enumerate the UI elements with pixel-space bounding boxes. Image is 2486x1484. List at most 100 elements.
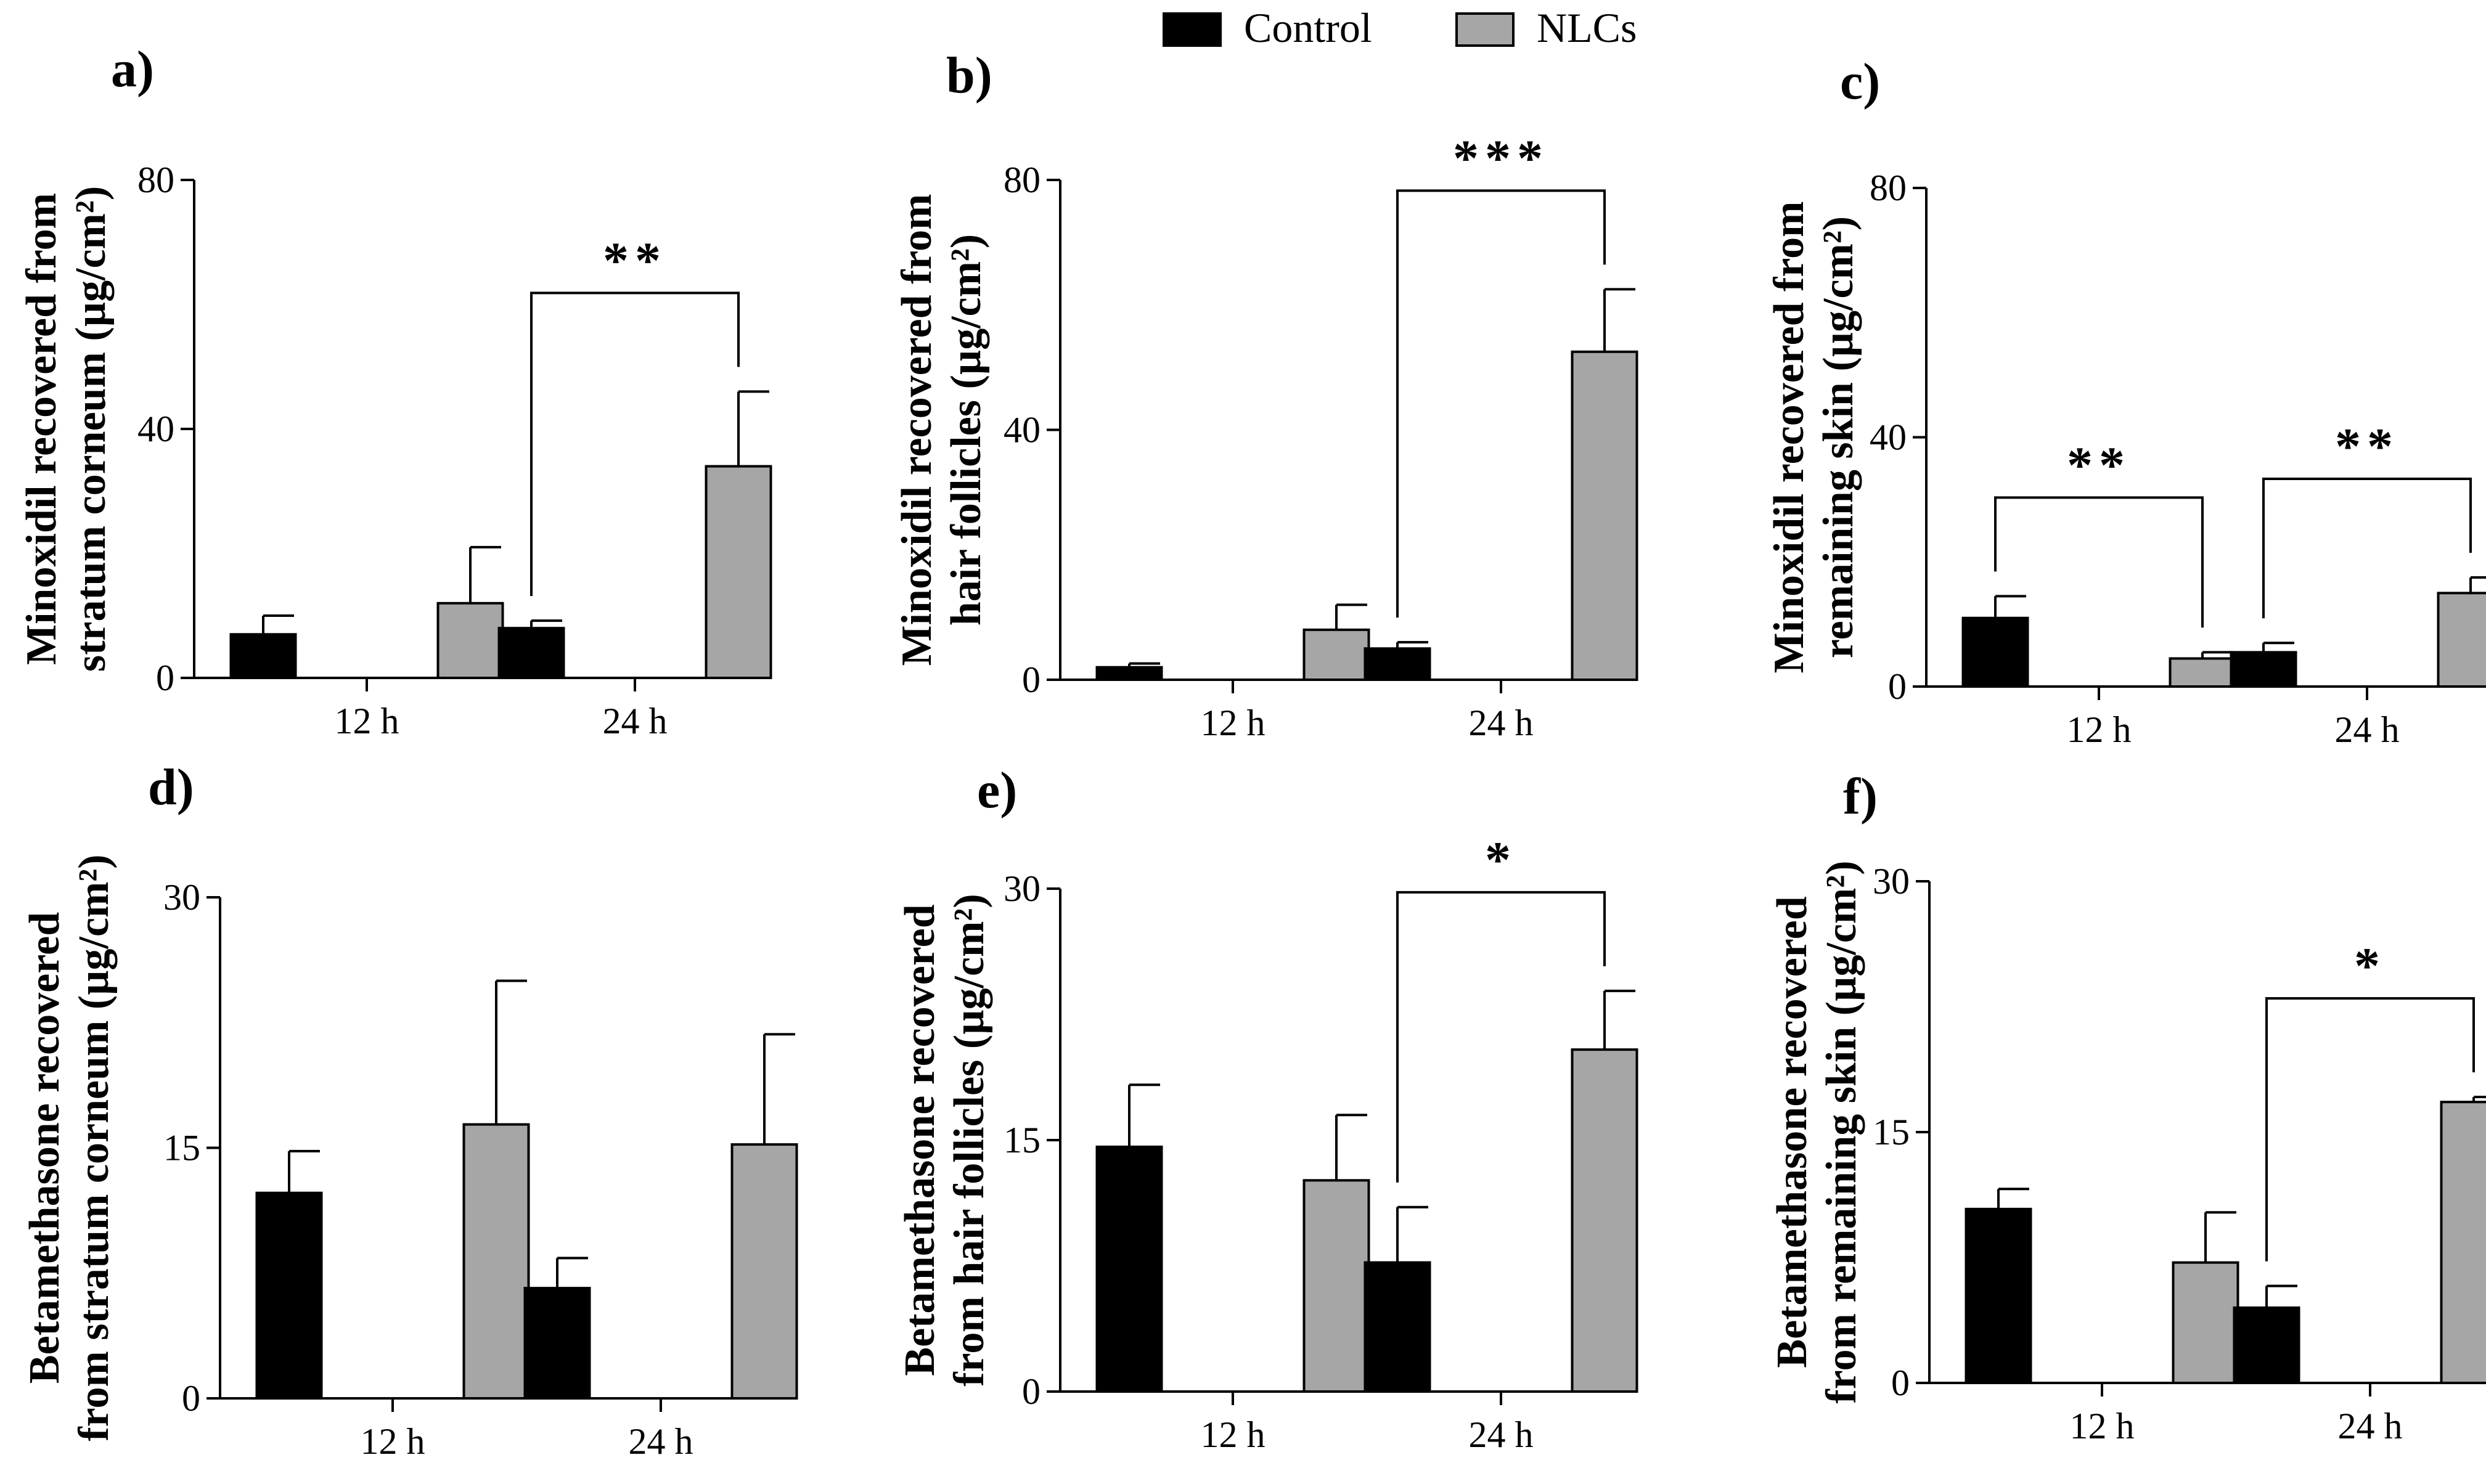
chart-panel-5: e) Betamethasone recoveredfrom hair folli…	[896, 762, 1638, 1455]
bar-control-12h	[1961, 616, 2029, 688]
bar-nlcs-12h	[1302, 628, 1370, 682]
y-tick-label: 0	[1891, 1363, 1910, 1403]
bar-control-12h	[255, 1191, 323, 1400]
y-tick-label: 80	[1004, 160, 1041, 200]
y-tick-label: 40	[1004, 410, 1041, 450]
bar-nlcs-12h	[2169, 657, 2236, 688]
significance-bracket	[2262, 478, 2472, 619]
legend: Control NLCs	[1163, 4, 1637, 51]
y-tick-label: 30	[1873, 861, 1910, 902]
bar-nlcs-24h	[1571, 350, 1638, 681]
y-axis-label: Minoxidil recovered fromstratum corneum …	[18, 186, 115, 672]
legend-swatch-control	[1163, 12, 1222, 47]
bar-control-12h	[1095, 666, 1163, 681]
y-tick-label: 15	[1873, 1112, 1910, 1152]
panel-label: c)	[1840, 53, 1880, 110]
y-axis-label-line-1: Betamethasone recovered	[21, 912, 68, 1384]
panel-label: d)	[148, 759, 194, 816]
y-tick-label: 30	[163, 877, 200, 918]
bar-control-24h	[497, 627, 565, 680]
bar-nlcs-24h	[705, 465, 772, 679]
significance-label: ***	[1453, 129, 1549, 187]
legend-label-control: Control	[1244, 4, 1372, 51]
y-axis-label-line-1: Minoxidil recovered from	[18, 193, 65, 665]
significance-bracket	[1396, 891, 1606, 1183]
y-tick-label: 80	[1870, 168, 1907, 208]
y-axis-label: Betamethasone recoveredfrom hair follicl…	[896, 894, 993, 1386]
x-tick-label: 24 h	[1469, 703, 1534, 743]
bar-nlcs-12h	[436, 601, 504, 679]
bar-nlcs-24h	[2440, 1101, 2486, 1385]
significance-bracket	[2265, 997, 2475, 1262]
y-tick-label: 15	[1004, 1120, 1041, 1160]
bar-nlcs-24h	[2437, 592, 2486, 688]
chart-panel-6: f) Betamethasone recoveredfrom remaining …	[1768, 768, 2486, 1446]
bar-control-12h	[1095, 1145, 1163, 1393]
y-tick-label: 0	[156, 658, 174, 698]
significance-bracket	[530, 292, 740, 597]
significance-bracket	[1396, 189, 1606, 618]
bar-nlcs-12h	[2172, 1261, 2239, 1384]
x-tick-label: 12 h	[1201, 703, 1265, 743]
y-axis-label-line-2: from remaining skin (µg/cm²)	[1818, 860, 1865, 1403]
significance-label: *	[2354, 937, 2386, 995]
y-tick-label: 30	[1004, 868, 1041, 909]
y-axis-label: Betamethasone recoveredfrom stratum corn…	[21, 854, 118, 1441]
x-tick-label: 24 h	[2338, 1406, 2403, 1446]
bar-control-24h	[1364, 1261, 1431, 1393]
chart-panel-3: c) Minoxidil recovered fromremaining skin…	[1765, 53, 2486, 750]
significance-label: **	[2335, 418, 2399, 475]
chart-panel-2: b) Minoxidil recovered fromhair follicles…	[893, 47, 1638, 743]
x-tick-label: 12 h	[2070, 1406, 2135, 1446]
y-tick-label: 80	[137, 160, 174, 200]
bar-nlcs-24h	[730, 1143, 798, 1400]
chart-panel-4: d) Betamethasone recoveredfrom stratum co…	[21, 759, 798, 1462]
y-axis-label: Betamethasone recoveredfrom remaining sk…	[1768, 860, 1865, 1403]
y-axis-label: Minoxidil recovered fromhair follicles (…	[893, 194, 990, 666]
y-tick-label: 40	[137, 409, 174, 449]
bar-control-12h	[229, 633, 297, 680]
x-tick-label: 24 h	[2335, 709, 2400, 750]
significance-label: **	[2067, 436, 2131, 494]
panel-label: e)	[977, 762, 1017, 819]
bar-control-12h	[1965, 1207, 2032, 1385]
y-tick-label: 40	[1870, 417, 1907, 458]
y-tick-label: 15	[163, 1128, 200, 1168]
panel-label: b)	[946, 47, 992, 104]
bar-control-24h	[523, 1287, 591, 1400]
y-axis-label-line-2: from hair follicles (µg/cm²)	[946, 894, 993, 1386]
significance-label: **	[603, 232, 667, 289]
bar-nlcs-12h	[462, 1123, 530, 1400]
y-tick-label: 0	[182, 1378, 200, 1419]
x-tick-label: 24 h	[603, 701, 668, 741]
bar-control-24h	[2230, 651, 2297, 688]
bar-control-24h	[1364, 647, 1431, 681]
x-tick-label: 12 h	[335, 701, 399, 741]
y-axis-label-line-2: hair follicles (µg/cm²)	[942, 234, 990, 626]
chart-panel-1: a) Minoxidil recovered fromstratum corneu…	[18, 41, 772, 741]
y-axis-label: Minoxidil recovered fromremaining skin (…	[1765, 202, 1862, 674]
bar-nlcs-24h	[1571, 1048, 1638, 1393]
x-tick-label: 12 h	[1201, 1414, 1265, 1455]
y-tick-label: 0	[1022, 1371, 1041, 1412]
panel-label: f)	[1843, 768, 1878, 825]
panel-label: a)	[111, 41, 154, 98]
legend-label-nlcs: NLCs	[1537, 4, 1637, 51]
significance-bracket	[1994, 496, 2204, 628]
legend-swatch-nlcs	[1455, 12, 1515, 47]
bar-nlcs-12h	[1302, 1179, 1370, 1393]
y-axis-label-line-1: Minoxidil recovered from	[1765, 202, 1813, 674]
y-axis-label-line-1: Minoxidil recovered from	[893, 194, 941, 666]
y-axis-label-line-2: remaining skin (µg/cm²)	[1815, 216, 1862, 658]
chart-panels: a)Minoxidil recovered fromstratum corneu…	[18, 41, 2486, 1462]
bar-control-24h	[2233, 1306, 2300, 1384]
y-axis-label-line-2: from stratum corneum (µg/cm²)	[70, 854, 118, 1441]
y-axis-label-line-1: Betamethasone recovered	[1768, 896, 1816, 1368]
x-tick-label: 24 h	[1469, 1414, 1534, 1455]
y-axis-label-line-2: stratum corneum (µg/cm²)	[67, 186, 115, 672]
x-tick-label: 12 h	[2067, 709, 2132, 750]
y-tick-label: 0	[1888, 666, 1907, 707]
x-tick-label: 24 h	[629, 1421, 693, 1462]
x-tick-label: 12 h	[361, 1421, 425, 1462]
